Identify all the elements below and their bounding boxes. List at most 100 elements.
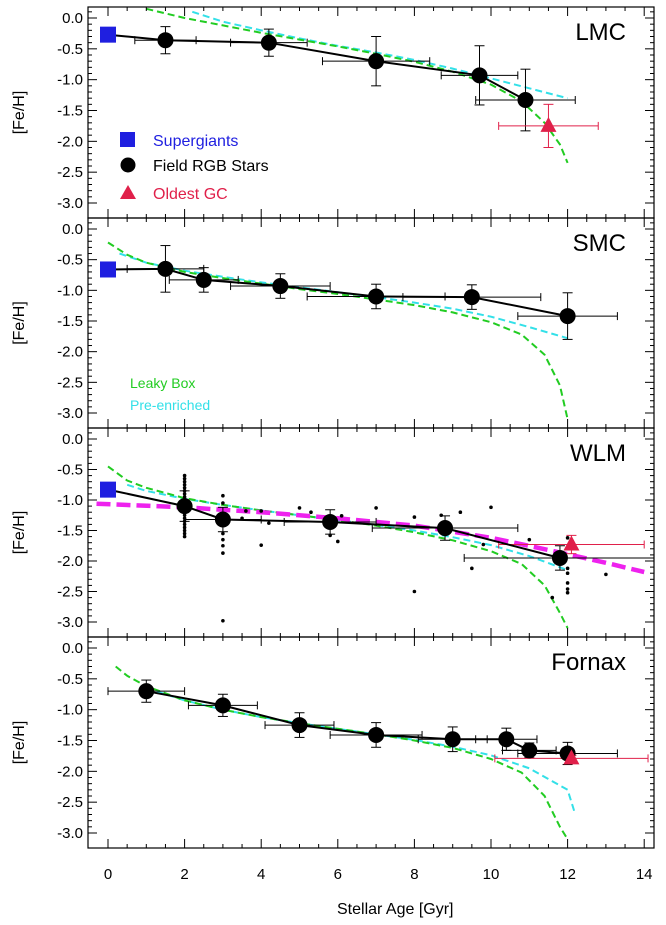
wlm-star-dot-3: [182, 482, 187, 487]
wlm-star-dot-18: [182, 531, 187, 536]
fornax-ytick-label-1: -0.5: [57, 671, 83, 688]
legend-leaky-box: Leaky Box: [130, 375, 195, 391]
smc-ytick-label-3: -1.5: [57, 313, 83, 330]
legend-field-rgb: Field RGB Stars: [153, 158, 269, 175]
fornax-ytick-label-0: 0.0: [62, 640, 83, 657]
xtick-label-2: 4: [257, 866, 265, 883]
wlm-star-dot-20: [221, 493, 225, 498]
xtick-label-1: 2: [180, 866, 188, 883]
legend-gc-swatch: [120, 185, 136, 199]
smc-ytick-label-1: -0.5: [57, 252, 83, 269]
wlm-gc-marker-0: [563, 535, 580, 551]
wlm-star-dot-40: [439, 513, 444, 518]
xtick-label-7: 14: [636, 866, 653, 883]
fornax-rgb-marker-6: [521, 742, 538, 759]
wlm-star-dot-19: [182, 534, 187, 539]
panel-title-smc: SMC: [573, 230, 626, 257]
lmc-rgb-marker-2: [368, 53, 385, 70]
wlm-star-dot-35: [336, 539, 340, 544]
wlm-star-dot-42: [470, 566, 474, 571]
wlm-star-dot-28: [244, 509, 248, 513]
wlm-star-dot-33: [309, 510, 313, 514]
wlm-star-dot-25: [221, 551, 225, 555]
wlm-star-dot-41: [458, 510, 463, 514]
wlm-ytick-label-1: -0.5: [57, 462, 83, 479]
fornax-ytick-label-3: -1.5: [57, 733, 83, 750]
smc-rgb-marker-4: [463, 289, 480, 306]
fornax-ytick-label-6: -3.0: [57, 825, 83, 842]
fornax-ytick-label-4: -2.0: [57, 763, 83, 780]
wlm-star-dot-22: [221, 531, 225, 536]
lmc-leaky-box-curve: [146, 7, 569, 164]
panel-lmc-plot: [100, 7, 599, 164]
fornax-gc-marker-0: [563, 749, 580, 765]
fornax-rgb-marker-5: [498, 731, 515, 748]
smc-ytick-label-6: -3.0: [57, 405, 83, 422]
legend-oldest-gc: Oldest GC: [153, 186, 228, 203]
wlm-star-dot-16: [182, 525, 187, 530]
smc-rgb-marker-1: [195, 271, 212, 288]
fornax-ytick-label-5: -2.5: [57, 794, 83, 811]
wlm-star-dot-15: [182, 522, 187, 527]
lmc-rgb-marker-1: [260, 34, 277, 51]
wlm-pre-enriched-curve: [126, 483, 568, 572]
xtick-label-4: 8: [410, 866, 418, 883]
panel-fornax-frame: [87, 636, 655, 849]
wlm-star-dot-48: [565, 566, 570, 571]
wlm-star-dot-4: [182, 486, 187, 490]
wlm-star-dot-32: [297, 506, 302, 510]
panel-fornax-plot: [107, 665, 649, 840]
smc-rgb-marker-2: [272, 278, 289, 295]
wlm-ytick-label-5: -2.5: [57, 584, 83, 601]
wlm-star-dot-50: [565, 581, 570, 585]
smc-pre-enriched-curve: [119, 252, 568, 340]
wlm-rgb-connecting-line: [107, 488, 561, 559]
wlm-rgb-marker-4: [551, 549, 568, 566]
wlm-star-dot-38: [412, 515, 417, 519]
y-axis-label-lmc: [Fe/H]: [11, 91, 28, 135]
y-axis-label-fornax: [Fe/H]: [11, 721, 28, 765]
smc-ytick-label-5: -2.5: [57, 374, 83, 391]
wlm-rgb-marker-1: [214, 511, 231, 528]
wlm-star-dot-31: [259, 543, 264, 547]
wlm-star-dot-39: [412, 589, 417, 594]
wlm-star-dot-44: [489, 505, 493, 510]
smc-rgb-connecting-line: [107, 267, 568, 318]
wlm-magenta-fit-line: [96, 501, 645, 575]
wlm-star-dot-49: [565, 571, 570, 575]
fornax-rgb-marker-0: [138, 683, 155, 700]
smc-rgb-marker-3: [368, 288, 385, 305]
lmc-ytick-label-2: -1.0: [57, 72, 83, 89]
legend-pre-enriched: Pre-enriched: [130, 397, 210, 413]
wlm-star-dot-24: [221, 543, 225, 548]
wlm-star-dot-26: [221, 618, 225, 623]
wlm-star-dot-17: [182, 528, 187, 533]
panel-title-fornax: Fornax: [551, 649, 626, 676]
wlm-star-dot-37: [374, 506, 378, 510]
wlm-star-dot-51: [565, 587, 570, 591]
panel-title-wlm: WLM: [570, 440, 626, 467]
lmc-ytick-label-6: -3.0: [57, 195, 83, 212]
legend-rgb-swatch: [120, 157, 136, 173]
wlm-star-dot-29: [259, 509, 264, 513]
smc-ytick-label-4: -2.0: [57, 344, 83, 361]
lmc-gc-marker-0: [540, 116, 557, 132]
wlm-ytick-label-2: -1.0: [57, 492, 83, 509]
fornax-rgb-marker-2: [291, 717, 308, 734]
smc-rgb-marker-0: [157, 260, 174, 277]
wlm-star-dot-52: [565, 590, 570, 595]
smc-rgb-marker-5: [559, 308, 576, 325]
wlm-star-dot-2: [182, 479, 187, 484]
wlm-ytick-label-0: 0.0: [62, 431, 83, 448]
lmc-ytick-label-1: -0.5: [57, 41, 83, 58]
wlm-rgb-marker-3: [437, 520, 454, 537]
y-axis-label-smc: [Fe/H]: [11, 301, 28, 345]
xtick-label-0: 0: [104, 866, 112, 883]
xtick-label-3: 6: [334, 866, 342, 883]
wlm-star-dot-23: [221, 537, 225, 542]
wlm-ytick-label-6: -3.0: [57, 614, 83, 631]
legend-supergiant-swatch: [120, 132, 135, 147]
panel-wlm-plot: [96, 465, 654, 629]
wlm-star-dot-0: [182, 473, 187, 478]
smc-ytick-label-2: -1.0: [57, 282, 83, 299]
